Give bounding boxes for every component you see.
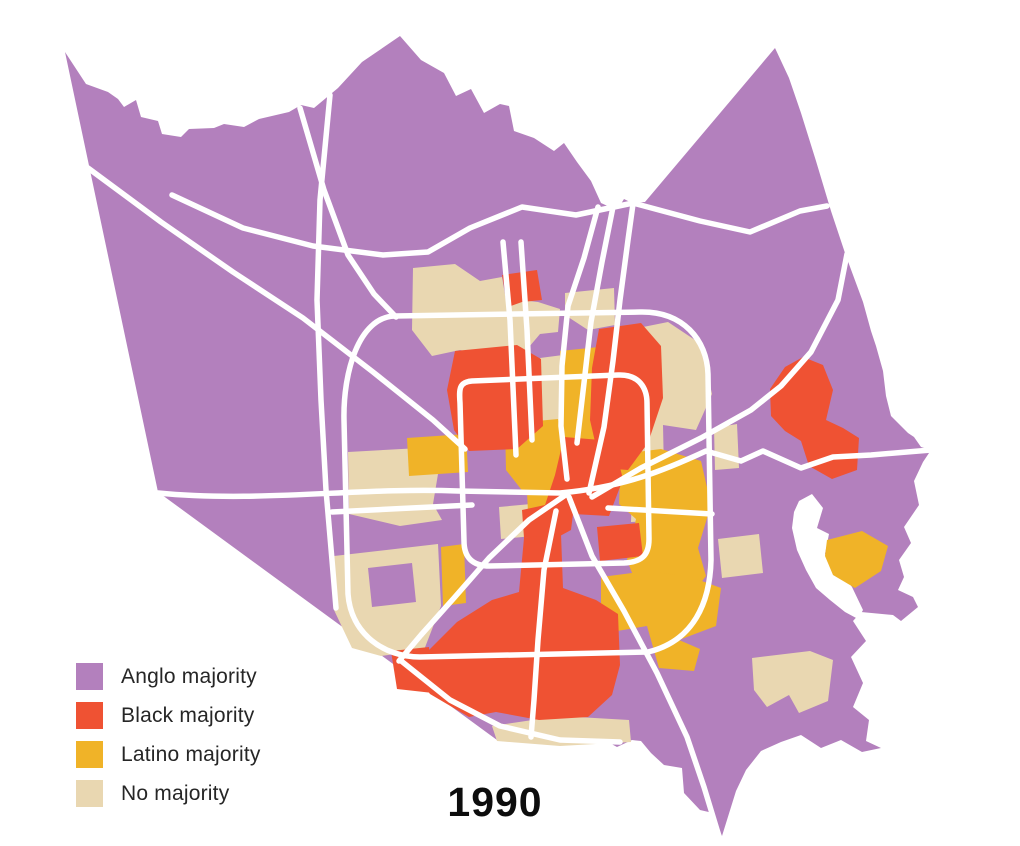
road-westheimer [329,502,475,515]
road-sh288 [528,508,559,740]
tract-no-majority [752,651,833,713]
road-durham [518,239,535,443]
latino-majority-label: Latino majority [121,742,261,766]
road-us290 [85,165,468,452]
road-us59-eastex [586,201,636,496]
year-label: 1990 [447,779,543,825]
legend-item-black: Black majority [76,702,261,729]
road-highway-6 [314,92,339,611]
road-interstate-45-north [558,204,601,482]
legend-item-latino: Latino majority [76,741,261,768]
tract-latino-majority [407,434,468,476]
road-shepherd [500,239,519,458]
tract-latino-majority [825,531,888,588]
tract-black-majority [597,523,643,561]
legend-item-none: No majority [76,780,261,807]
tract-black-majority [447,345,543,451]
road-us90a-south [397,657,623,745]
tract-black-majority [418,534,620,720]
legend-item-anglo: Anglo majority [76,663,261,690]
tract-no-majority [565,288,615,330]
road-us90-northeast [589,251,850,500]
tract-black-majority [770,357,859,479]
anglo-majority-label: Anglo majority [121,664,257,688]
anglo-majority-swatch [76,663,103,690]
tract-anglo-enclave [368,563,416,607]
road-loop-610 [456,372,652,569]
road-fm1960 [169,192,830,258]
road-hardy-toll [574,204,616,446]
road-interstate-10 [155,447,934,500]
road-harrisburg [605,505,715,517]
black-majority-swatch [76,702,103,729]
black-majority-label: Black majority [121,703,255,727]
latino-majority-swatch [76,741,103,768]
road-sh249 [297,105,399,320]
road-us59-southwest [396,491,570,664]
no-majority-label: No majority [121,781,230,805]
tract-no-majority [718,534,763,578]
tract-latino-majority [601,571,721,671]
road-interstate-45-south [566,494,721,836]
no-majority-swatch [76,780,103,807]
lake-houston-water [792,494,863,619]
road-network [85,92,934,836]
tract-latino-majority [619,449,711,611]
legend: Anglo majority Black majority Latino maj… [76,663,261,807]
